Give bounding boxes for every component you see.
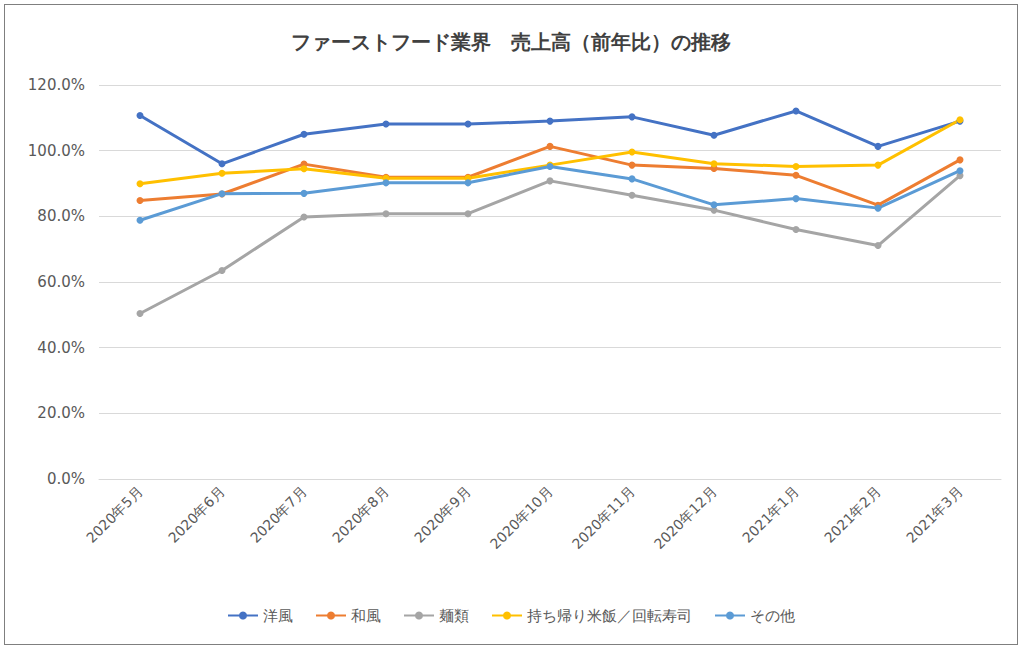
svg-text:2021年1月: 2021年1月 (739, 483, 802, 546)
svg-text:100.0%: 100.0% (28, 142, 85, 160)
svg-text:洋風: 洋風 (263, 607, 293, 625)
svg-text:和風: 和風 (351, 607, 381, 625)
svg-text:2020年9月: 2020年9月 (411, 483, 474, 546)
svg-text:その他: その他 (750, 607, 795, 625)
svg-text:2020年12月: 2020年12月 (651, 483, 720, 552)
svg-text:2020年10月: 2020年10月 (487, 483, 556, 552)
svg-text:2020年7月: 2020年7月 (247, 483, 310, 546)
svg-text:2020年8月: 2020年8月 (329, 483, 392, 546)
svg-text:2020年6月: 2020年6月 (165, 483, 228, 546)
svg-text:2020年5月: 2020年5月 (83, 483, 146, 546)
svg-text:120.0%: 120.0% (28, 76, 85, 94)
svg-text:2020年11月: 2020年11月 (569, 483, 638, 552)
svg-text:0.0%: 0.0% (47, 470, 85, 488)
svg-text:2021年3月: 2021年3月 (903, 483, 966, 546)
svg-text:40.0%: 40.0% (37, 339, 85, 357)
svg-text:80.0%: 80.0% (37, 207, 85, 225)
svg-text:ファーストフード業界 売上高（前年比）の推移: ファーストフード業界 売上高（前年比）の推移 (291, 30, 731, 54)
svg-text:麺類: 麺類 (439, 607, 469, 625)
svg-text:20.0%: 20.0% (37, 404, 85, 422)
svg-text:60.0%: 60.0% (37, 273, 85, 291)
svg-text:2021年2月: 2021年2月 (821, 483, 884, 546)
svg-text:持ち帰り米飯／回転寿司: 持ち帰り米飯／回転寿司 (527, 607, 692, 625)
